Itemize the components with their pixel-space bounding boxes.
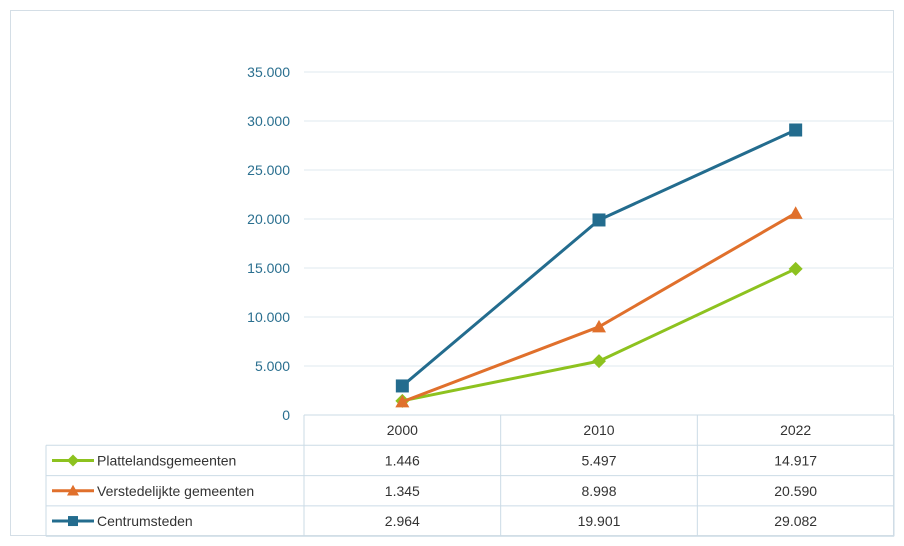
legend-series-name: Plattelandsgemeenten bbox=[97, 452, 236, 468]
series-line bbox=[401, 211, 797, 404]
y-tick-label: 25.000 bbox=[247, 162, 290, 178]
x-category-label: 2022 bbox=[780, 422, 811, 438]
data-point-marker bbox=[395, 394, 410, 408]
x-category-label: 2010 bbox=[583, 422, 614, 438]
data-point-marker bbox=[395, 379, 409, 393]
data-table: 2000 2010 2022 Plattelandsgemeenten 1.446 5.4… bbox=[45, 414, 895, 537]
table-cell-value: 20.590 bbox=[774, 483, 817, 499]
y-tick-label: 10.000 bbox=[247, 309, 290, 325]
data-point-marker bbox=[592, 354, 606, 369]
legend-key-marker bbox=[68, 516, 78, 527]
y-tick-label: 35.000 bbox=[247, 64, 290, 80]
legend-key-marker bbox=[67, 484, 79, 496]
table-cell-value: 2.964 bbox=[385, 513, 420, 529]
table-cell-value: 8.998 bbox=[581, 483, 616, 499]
chart-frame bbox=[10, 10, 894, 536]
table-cell-value: 29.082 bbox=[774, 513, 817, 529]
y-tick-label: 0 bbox=[282, 407, 290, 423]
data-point-marker bbox=[592, 213, 606, 227]
legend-series-name: Centrumsteden bbox=[97, 513, 193, 529]
data-point-marker bbox=[789, 123, 803, 137]
y-tick-label: 15.000 bbox=[247, 260, 290, 276]
y-axis-tick-labels: 0 5.000 10.000 15.000 20.000 25.000 30.000 35.0… bbox=[247, 64, 290, 423]
y-tick-label: 30.000 bbox=[247, 113, 290, 129]
y-tick-label: 5.000 bbox=[255, 358, 290, 374]
y-tick-label: 20.000 bbox=[247, 211, 290, 227]
legend-key-marker bbox=[67, 454, 79, 467]
table-cell-value: 1.446 bbox=[385, 452, 420, 468]
legend-series-name: Verstedelijkte gemeenten bbox=[97, 483, 254, 499]
table-cell-value: 14.917 bbox=[774, 452, 817, 468]
x-category-label: 2000 bbox=[387, 422, 418, 438]
data-point-marker bbox=[788, 206, 803, 219]
table-cell-value: 19.901 bbox=[578, 513, 621, 529]
table-cell-value: 5.497 bbox=[581, 452, 616, 468]
series-lines bbox=[395, 123, 803, 408]
data-point-marker bbox=[788, 261, 803, 276]
series-line bbox=[401, 128, 797, 388]
data-point-marker bbox=[592, 319, 606, 333]
table-cell-value: 1.345 bbox=[385, 483, 420, 499]
